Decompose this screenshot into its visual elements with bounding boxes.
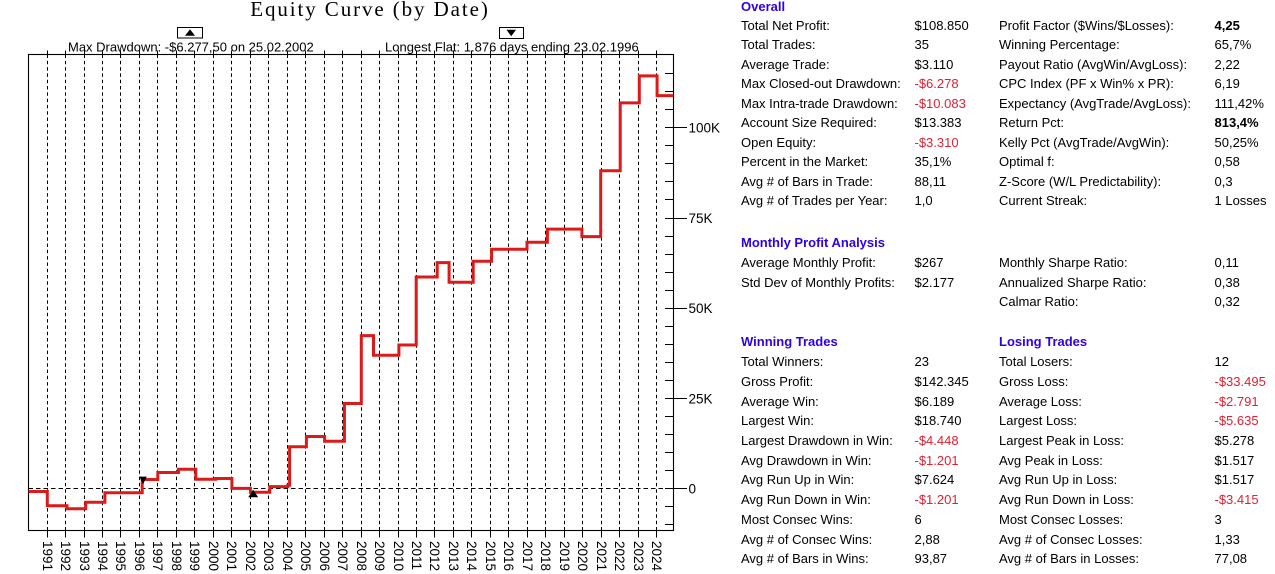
svg-text:1996: 1996 xyxy=(132,541,147,571)
svg-text:1998: 1998 xyxy=(169,541,184,571)
svg-text:2017: 2017 xyxy=(520,541,535,571)
svg-text:Equity Curve (by Date): Equity Curve (by Date) xyxy=(250,0,490,21)
svg-text:2004: 2004 xyxy=(280,541,295,572)
svg-text:2021: 2021 xyxy=(594,541,609,571)
svg-text:2020: 2020 xyxy=(575,541,590,571)
svg-text:2000: 2000 xyxy=(206,541,221,571)
svg-text:2016: 2016 xyxy=(501,541,516,571)
svg-text:2008: 2008 xyxy=(354,541,369,571)
svg-text:Longest Flat: 1.876 days endin: Longest Flat: 1.876 days ending 23.02.19… xyxy=(385,40,639,55)
svg-text:1991: 1991 xyxy=(40,541,55,571)
svg-text:2014: 2014 xyxy=(464,541,479,572)
svg-text:2009: 2009 xyxy=(372,541,387,571)
svg-text:2018: 2018 xyxy=(538,541,553,571)
svg-text:2005: 2005 xyxy=(298,541,313,571)
svg-text:2010: 2010 xyxy=(391,541,406,571)
svg-text:75K: 75K xyxy=(689,211,713,226)
svg-text:2007: 2007 xyxy=(335,541,350,571)
svg-text:2019: 2019 xyxy=(557,541,572,571)
svg-text:2012: 2012 xyxy=(427,541,442,571)
svg-text:1992: 1992 xyxy=(58,541,73,571)
svg-text:0: 0 xyxy=(689,482,697,497)
svg-text:2001: 2001 xyxy=(224,541,239,571)
svg-text:2002: 2002 xyxy=(243,541,258,571)
svg-text:2013: 2013 xyxy=(446,541,461,571)
svg-text:25K: 25K xyxy=(689,391,713,406)
svg-text:2022: 2022 xyxy=(612,541,627,571)
svg-text:50K: 50K xyxy=(689,301,713,316)
svg-text:1994: 1994 xyxy=(95,541,110,572)
svg-text:2024: 2024 xyxy=(649,541,664,572)
svg-text:2006: 2006 xyxy=(317,541,332,571)
svg-text:100K: 100K xyxy=(689,121,721,136)
svg-text:2015: 2015 xyxy=(483,541,498,571)
svg-text:1995: 1995 xyxy=(113,541,128,571)
svg-text:1999: 1999 xyxy=(187,541,202,571)
svg-text:Max Drawdown: -$6.277,50 on 25: Max Drawdown: -$6.277,50 on 25.02.2002 xyxy=(68,40,314,55)
svg-text:2011: 2011 xyxy=(409,541,424,570)
svg-text:2023: 2023 xyxy=(631,541,646,571)
svg-text:2003: 2003 xyxy=(261,541,276,571)
svg-text:1997: 1997 xyxy=(150,541,165,571)
svg-text:1993: 1993 xyxy=(77,541,92,571)
